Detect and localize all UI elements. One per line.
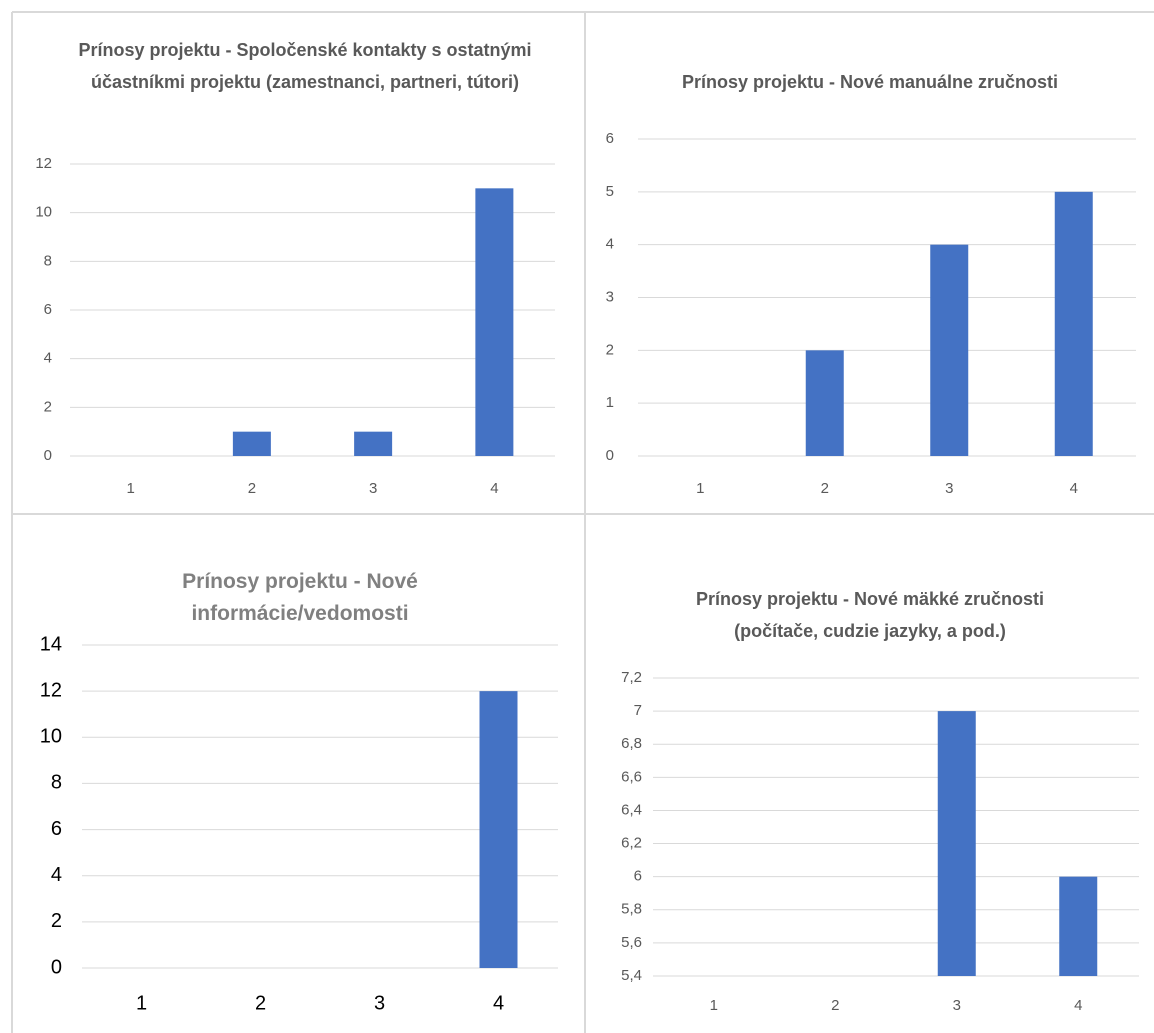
y-tick-label: 0	[51, 956, 62, 978]
y-tick-label: 2	[51, 910, 62, 932]
y-tick-label: 6	[51, 818, 62, 840]
y-tick-label: 4	[606, 236, 614, 253]
y-tick-label: 0	[44, 447, 52, 464]
x-tick-label: 2	[821, 480, 829, 497]
y-tick-label: 6,4	[621, 801, 642, 818]
y-tick-label: 0	[606, 447, 614, 464]
y-tick-label: 14	[40, 633, 62, 655]
y-tick-label: 6	[44, 301, 52, 318]
x-tick-label: 3	[369, 480, 377, 497]
y-tick-label: 5,8	[621, 901, 642, 918]
y-tick-label: 3	[606, 288, 614, 305]
x-tick-label: 2	[255, 992, 266, 1014]
y-tick-label: 2	[606, 341, 614, 358]
x-tick-label: 4	[490, 480, 498, 497]
y-tick-label: 4	[44, 350, 52, 367]
x-tick-label: 3	[374, 992, 385, 1014]
y-tick-label: 8	[44, 252, 52, 269]
y-tick-label: 5,4	[621, 967, 642, 984]
y-tick-label: 12	[40, 679, 62, 701]
x-tick-label: 3	[953, 997, 961, 1014]
bar	[930, 244, 969, 456]
bar	[937, 711, 976, 976]
y-tick-label: 10	[40, 726, 62, 748]
x-tick-label: 1	[126, 480, 134, 497]
y-tick-label: 6,6	[621, 768, 642, 785]
y-tick-label: 7,2	[621, 669, 642, 686]
y-tick-label: 2	[44, 398, 52, 415]
y-tick-label: 10	[35, 204, 52, 221]
panel-borders	[11, 11, 1154, 1033]
bar	[232, 431, 271, 456]
y-tick-label: 6,2	[621, 835, 642, 852]
y-tick-label: 1	[606, 394, 614, 411]
y-tick-label: 6	[634, 868, 642, 885]
x-tick-label: 2	[248, 480, 256, 497]
chart-title: Prínosy projektu - Nové manuálne zručnos…	[681, 72, 1059, 92]
y-tick-label: 7	[634, 702, 642, 719]
x-tick-label: 4	[493, 992, 504, 1014]
x-tick-label: 4	[1074, 997, 1082, 1014]
y-tick-label: 6	[606, 130, 614, 147]
x-tick-label: 3	[945, 480, 953, 497]
bar	[475, 188, 514, 457]
x-tick-label: 1	[136, 992, 147, 1014]
chart-title: Prínosy projektu - Nové mäkké zručnosti …	[695, 589, 1045, 641]
y-tick-label: 12	[35, 155, 52, 172]
bar	[1054, 191, 1093, 457]
y-tick-label: 6,8	[621, 735, 642, 752]
bar	[354, 431, 393, 456]
y-tick-label: 5	[606, 183, 614, 200]
bar	[479, 691, 518, 968]
bar	[1059, 876, 1098, 976]
y-tick-label: 8	[51, 772, 62, 794]
x-tick-label: 4	[1070, 480, 1078, 497]
x-tick-label: 1	[710, 997, 718, 1014]
x-tick-label: 2	[831, 997, 839, 1014]
bar	[805, 350, 844, 456]
y-tick-label: 4	[51, 864, 62, 886]
chart-title: Prínosy projektu - Spoločenské kontakty …	[78, 40, 532, 92]
y-tick-label: 5,6	[621, 934, 642, 951]
chart-title: Prínosy projektu - Nové informácie/vedom…	[182, 570, 418, 625]
x-tick-label: 1	[696, 480, 704, 497]
